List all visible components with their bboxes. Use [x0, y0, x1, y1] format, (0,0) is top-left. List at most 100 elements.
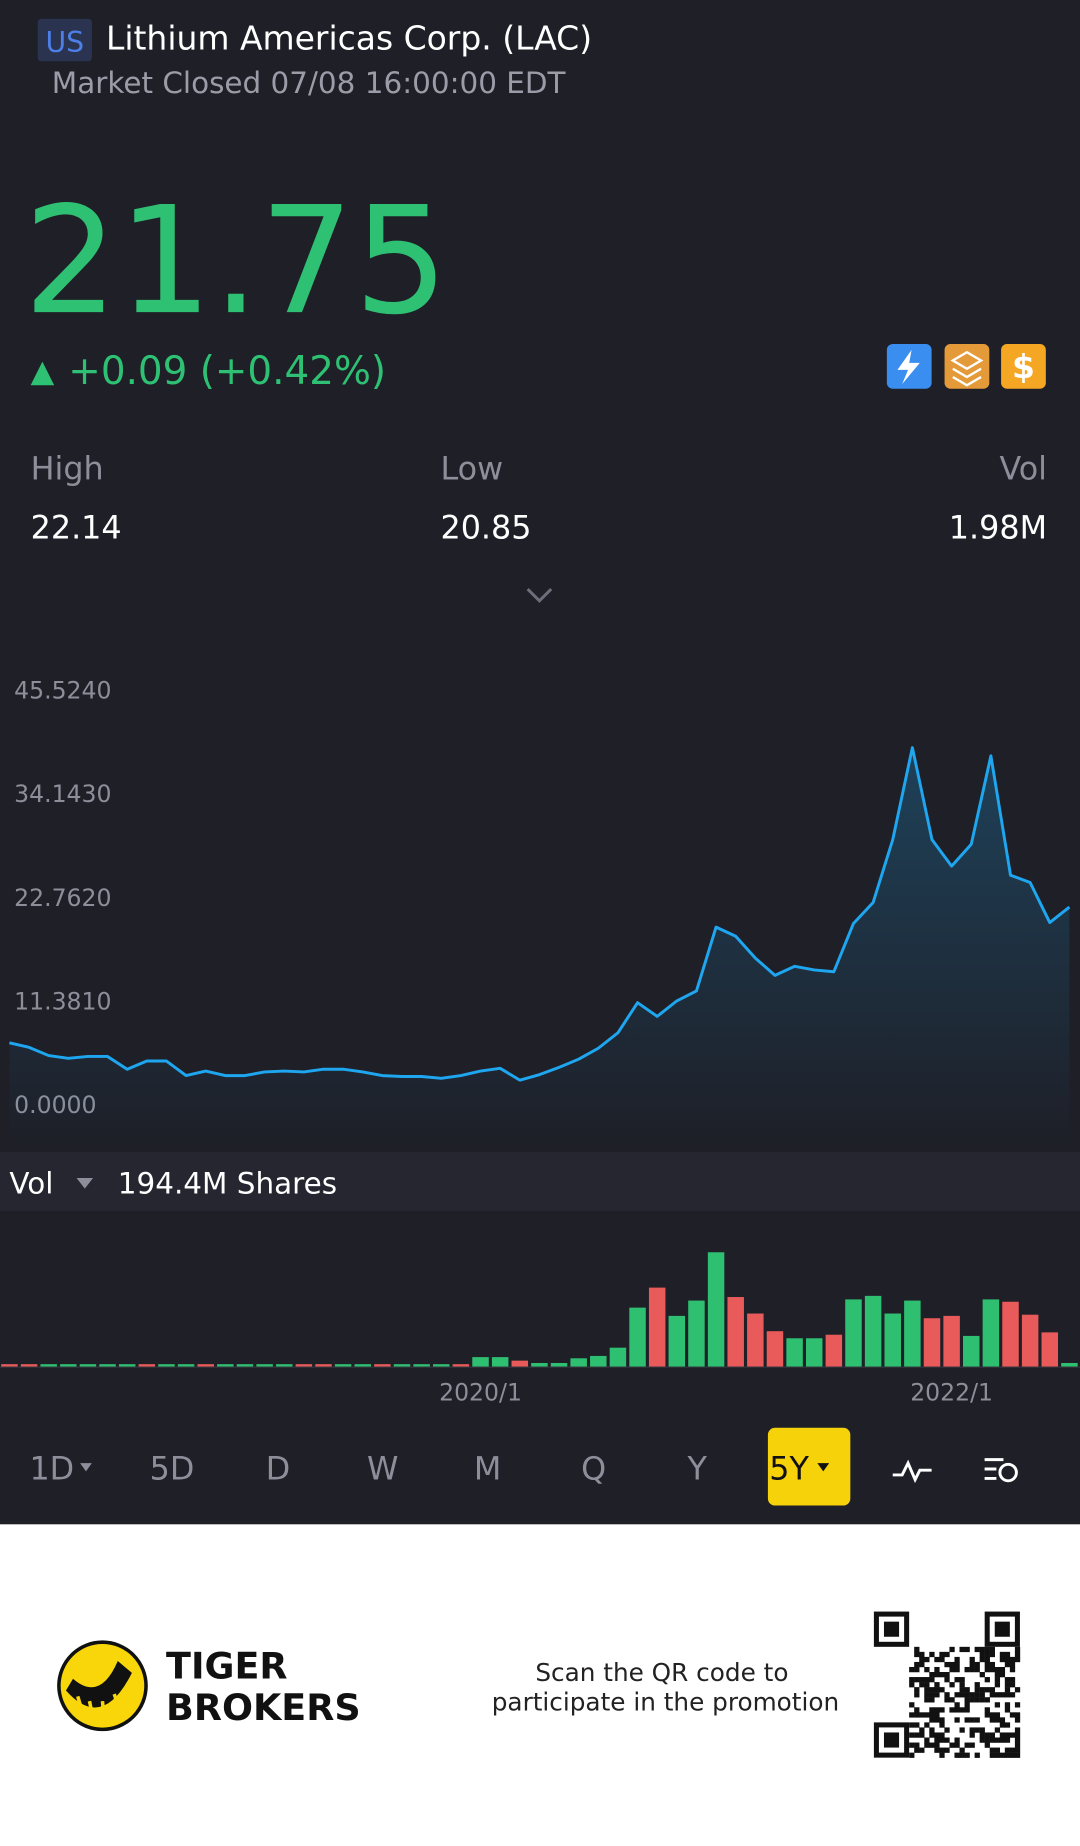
brand: TIGER — [166, 1645, 287, 1688]
qr-module — [999, 1722, 1006, 1728]
qr-module — [914, 1707, 920, 1713]
qr-module — [994, 1717, 1001, 1723]
qr-module — [924, 1666, 930, 1673]
qr-module — [959, 1752, 965, 1758]
qr-module — [919, 1661, 925, 1668]
qr-module — [1014, 1702, 1021, 1708]
qr-module — [939, 1717, 945, 1723]
qr-module — [924, 1697, 930, 1703]
period-button[interactable]: Q — [581, 1451, 606, 1488]
qr-module — [914, 1747, 920, 1753]
qr-module — [934, 1707, 940, 1713]
period-button[interactable]: M — [474, 1451, 501, 1488]
qr-module — [914, 1732, 920, 1738]
period-button[interactable]: 5D — [150, 1451, 195, 1488]
dropdown-arrow[interactable] — [76, 1178, 94, 1189]
qr-module — [969, 1727, 975, 1733]
volume-bar — [864, 1295, 882, 1367]
qr-module — [934, 1742, 940, 1748]
qr-module — [934, 1732, 940, 1738]
market-badge — [37, 18, 92, 62]
volume-bar — [1041, 1332, 1059, 1367]
volume-bar — [668, 1315, 686, 1367]
qr-module — [934, 1666, 940, 1673]
qr-finder — [883, 1732, 900, 1748]
volume-header — [0, 1152, 1080, 1212]
qr-module — [1004, 1651, 1011, 1658]
qr-module — [919, 1727, 925, 1733]
icon-dollar[interactable] — [1001, 343, 1046, 389]
qr-module — [989, 1666, 995, 1673]
qr-module — [989, 1747, 995, 1753]
qr-module — [964, 1697, 970, 1703]
qr-module — [914, 1742, 920, 1748]
qr-module — [979, 1656, 985, 1663]
qr-module — [1009, 1692, 1016, 1698]
qr-module — [989, 1732, 995, 1738]
qr-module — [964, 1702, 970, 1708]
qr-module — [1009, 1661, 1016, 1668]
volume-bar — [982, 1299, 1000, 1367]
qr-module — [999, 1692, 1006, 1698]
qr-module — [944, 1727, 950, 1733]
qr-module — [1014, 1656, 1021, 1663]
volume-bar — [295, 1364, 313, 1367]
settings-icon[interactable] — [984, 1458, 1004, 1480]
qr-module — [1014, 1712, 1021, 1718]
volume-bar — [845, 1299, 862, 1367]
qr-module — [939, 1656, 945, 1663]
qr-module — [1014, 1646, 1021, 1653]
qr-module — [954, 1742, 960, 1748]
qr-module — [1004, 1661, 1011, 1668]
qr-module — [969, 1656, 975, 1663]
qr-module — [989, 1651, 995, 1658]
qr-module — [1009, 1747, 1016, 1753]
qr-module — [944, 1692, 950, 1698]
volume-bar — [629, 1307, 646, 1367]
qr-finder — [984, 1611, 1020, 1647]
period-button[interactable]: D — [266, 1451, 290, 1488]
volume-bar — [1, 1364, 18, 1367]
period-button[interactable]: Y — [687, 1451, 708, 1488]
icon-glyph — [897, 349, 920, 385]
qr-module — [934, 1717, 940, 1723]
qr-code[interactable] — [873, 1611, 1021, 1758]
qr-module — [969, 1692, 975, 1698]
qr-module — [954, 1692, 960, 1698]
expand-chevron[interactable] — [526, 587, 553, 603]
qr-module — [934, 1682, 940, 1688]
qr-module — [999, 1752, 1006, 1758]
volume-bar — [413, 1364, 430, 1367]
qr-module — [1014, 1737, 1021, 1743]
qr-module — [924, 1687, 930, 1693]
qr-module — [984, 1712, 990, 1718]
period-button[interactable]: 1D — [29, 1451, 74, 1488]
qr-module — [984, 1697, 990, 1703]
qr-module — [909, 1752, 915, 1758]
qr-module — [969, 1697, 975, 1703]
period-button[interactable]: 5Y — [769, 1451, 809, 1488]
qr-module — [919, 1682, 925, 1688]
qr-module — [909, 1732, 915, 1738]
market: US — [45, 26, 84, 59]
area-fill — [9, 747, 1070, 1149]
qr-module — [959, 1747, 965, 1753]
icon-stack[interactable] — [944, 343, 990, 389]
volume-bar — [727, 1297, 744, 1367]
period-button[interactable]: W — [367, 1451, 398, 1488]
volume-bar — [374, 1364, 391, 1367]
volume-bar — [648, 1287, 666, 1367]
indicator-icon[interactable] — [892, 1459, 932, 1484]
qr-module — [994, 1752, 1001, 1758]
qr-module — [974, 1692, 980, 1698]
y-tick-label: 34.1430 — [14, 780, 111, 808]
qr-module — [1014, 1752, 1021, 1758]
volume-bar — [118, 1364, 136, 1367]
qr-module — [939, 1707, 945, 1713]
qr-module — [909, 1712, 915, 1718]
qr-module — [984, 1742, 990, 1748]
qr-module — [984, 1666, 990, 1673]
volume-bar — [688, 1300, 705, 1367]
price-change: +0.09 (+0.42%) — [68, 349, 386, 394]
